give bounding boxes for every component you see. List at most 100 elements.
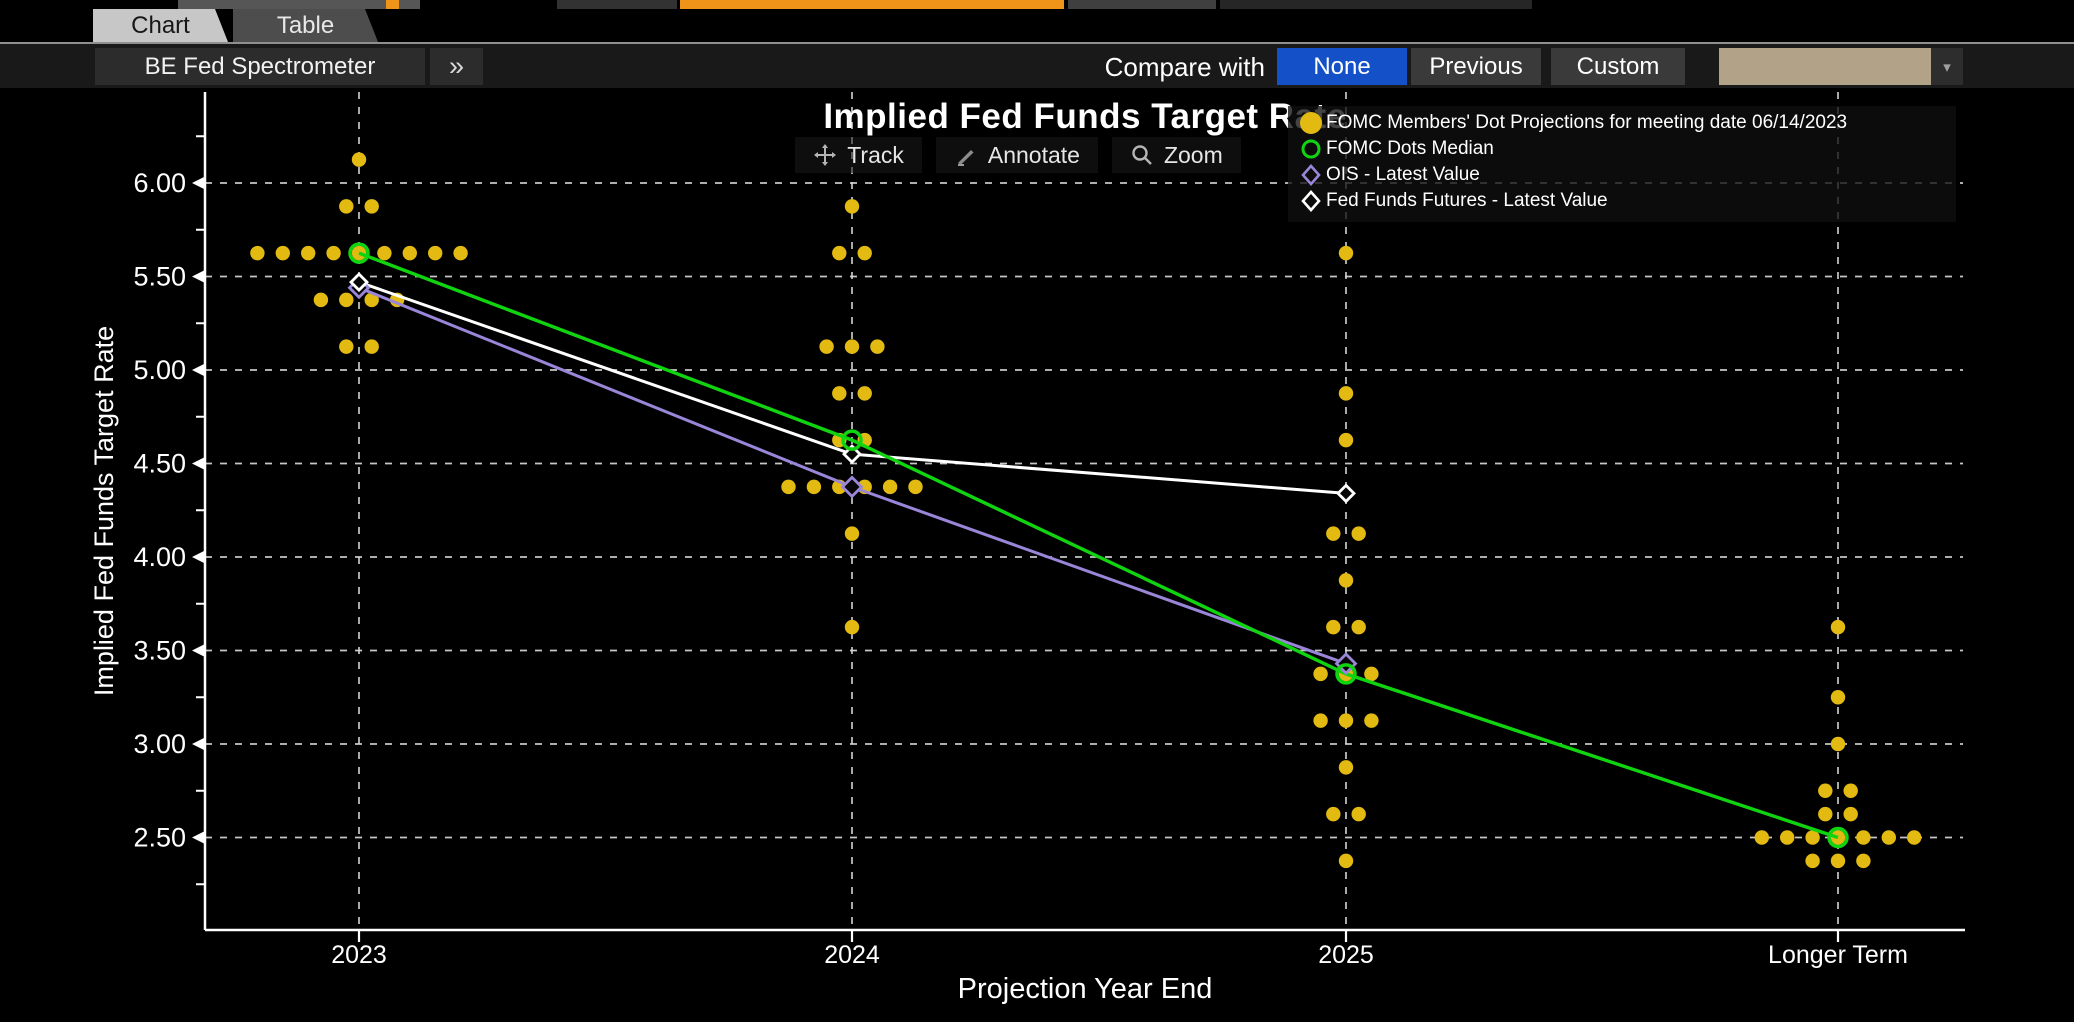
top-toolbar-fragment-dark <box>557 0 677 9</box>
y-major-tick-arrow <box>192 270 205 283</box>
ois-marker <box>840 475 864 499</box>
y-major-tick-arrow <box>192 457 205 470</box>
fomc-dot <box>832 245 847 261</box>
dropdown-arrow-button[interactable]: ▾ <box>1931 48 1963 85</box>
fomc-dot <box>1313 666 1328 682</box>
fomc-dot <box>844 199 860 214</box>
open-circle-icon <box>1296 136 1326 162</box>
fomc-dot <box>1818 783 1833 798</box>
fomc-dot <box>1338 245 1354 261</box>
y-major-tick-arrow <box>192 176 205 190</box>
legend-label: FOMC Members' Dot Projections for meetin… <box>1326 112 1848 133</box>
be-fed-spectrometer-button[interactable]: BE Fed Spectrometer <box>95 48 425 85</box>
y-tick-label: 2.50 <box>133 823 186 853</box>
fomc-dot <box>402 245 417 261</box>
fomc-dot <box>1805 830 1820 845</box>
fomc-dot <box>1351 806 1366 822</box>
fomc-dot <box>351 152 367 167</box>
fomc-dot <box>1907 830 1922 845</box>
fomc-dot <box>1326 806 1341 822</box>
y-major-tick-arrow <box>192 644 205 657</box>
y-tick-label: 3.50 <box>133 636 186 666</box>
fomc-dot <box>1856 853 1871 869</box>
x-tick-label: Longer Term <box>1768 941 1908 969</box>
fomc-dot <box>844 339 860 354</box>
fomc-dot <box>1338 713 1354 728</box>
tab-chart[interactable]: Chart <box>93 9 228 42</box>
fomc-dot <box>1338 432 1354 448</box>
open-diamond-icon <box>1296 188 1326 214</box>
track-label: Track <box>847 141 904 168</box>
fomc-dot <box>832 386 847 401</box>
fomc-dot <box>326 245 341 261</box>
track-button[interactable]: Track <box>795 137 922 173</box>
fomc-dot <box>781 479 796 495</box>
y-tick-label: 6.00 <box>133 168 186 198</box>
compare-with-label: Compare with <box>1104 52 1265 82</box>
fomc-dot <box>1351 526 1366 541</box>
fomc-dot <box>339 292 354 308</box>
expand-chevrons-button[interactable]: » <box>430 48 483 85</box>
fomc-dot <box>1338 760 1354 775</box>
compare-previous-button[interactable]: Previous <box>1411 48 1541 85</box>
futures-marker <box>842 444 862 465</box>
fomc-dot <box>1843 806 1858 822</box>
legend-label: OIS - Latest Value <box>1326 164 1480 185</box>
fomc-dot <box>1818 806 1833 822</box>
fomc-dot <box>844 526 860 541</box>
x-tick-label: 2023 <box>331 941 387 969</box>
top-toolbar-fragment-dim <box>1220 0 1532 9</box>
top-toolbar-fragment-dark2 <box>1068 0 1216 9</box>
series-line-0 <box>358 251 1839 840</box>
legend-label: Fed Funds Futures - Latest Value <box>1326 190 1608 211</box>
fomc-dot <box>1830 690 1846 705</box>
annotate-label: Annotate <box>987 141 1080 168</box>
futures-marker <box>349 272 369 293</box>
top-toolbar-fragment-gray <box>178 0 420 9</box>
fomc-dot <box>1881 830 1897 845</box>
y-major-tick-arrow <box>192 737 205 751</box>
tab-table[interactable]: Table <box>233 9 378 42</box>
median-marker <box>841 429 863 451</box>
security-dropdown-field[interactable] <box>1719 48 1931 85</box>
fomc-dot <box>1830 853 1846 869</box>
y-axis-title: Implied Fed Funds Target Rate <box>89 326 119 696</box>
compare-custom-button[interactable]: Custom <box>1551 48 1685 85</box>
zoom-button[interactable]: Zoom <box>1111 137 1241 173</box>
fomc-dot <box>870 339 885 354</box>
fomc-dot <box>364 339 379 354</box>
fomc-dot <box>275 245 290 261</box>
fomc-dot <box>250 245 265 261</box>
median-marker <box>348 242 370 264</box>
fomc-dot <box>1780 830 1795 845</box>
fomc-dot <box>857 386 872 401</box>
fomc-dot <box>857 245 872 261</box>
fomc-dot <box>1338 386 1354 401</box>
annotate-button[interactable]: Annotate <box>935 137 1098 173</box>
y-tick-label: 5.00 <box>133 355 186 385</box>
fomc-dot <box>1364 666 1379 682</box>
fomc-dot <box>339 339 354 354</box>
fomc-dot <box>1338 573 1354 588</box>
filled-circle-icon <box>1296 110 1326 136</box>
fomc-dot <box>428 245 443 261</box>
fomc-dot <box>1326 526 1341 541</box>
top-toolbar-fragment-orange-glyph <box>386 0 399 9</box>
zoom-label: Zoom <box>1163 141 1223 168</box>
y-tick-label: 5.50 <box>133 262 186 292</box>
fomc-dot <box>1313 713 1328 728</box>
chart-tools-bar: Track Annotate Zoom <box>0 137 2036 173</box>
fomc-dot <box>1856 830 1871 845</box>
fomc-dot <box>908 479 923 495</box>
legend-item-dot-projections: FOMC Members' Dot Projections for meetin… <box>1296 110 1948 136</box>
compare-none-button[interactable]: None <box>1277 48 1407 85</box>
legend-item-fomc-median: FOMC Dots Median <box>1296 136 1948 162</box>
fomc-dot <box>1843 783 1858 798</box>
legend-item-fed-funds-futures: Fed Funds Futures - Latest Value <box>1296 188 1948 214</box>
fomc-dot <box>1830 619 1846 635</box>
top-toolbar-fragment-orange-bar <box>680 0 1064 9</box>
chart-title: Implied Fed Funds Target Rate <box>823 97 1347 136</box>
fomc-dot <box>882 479 898 495</box>
